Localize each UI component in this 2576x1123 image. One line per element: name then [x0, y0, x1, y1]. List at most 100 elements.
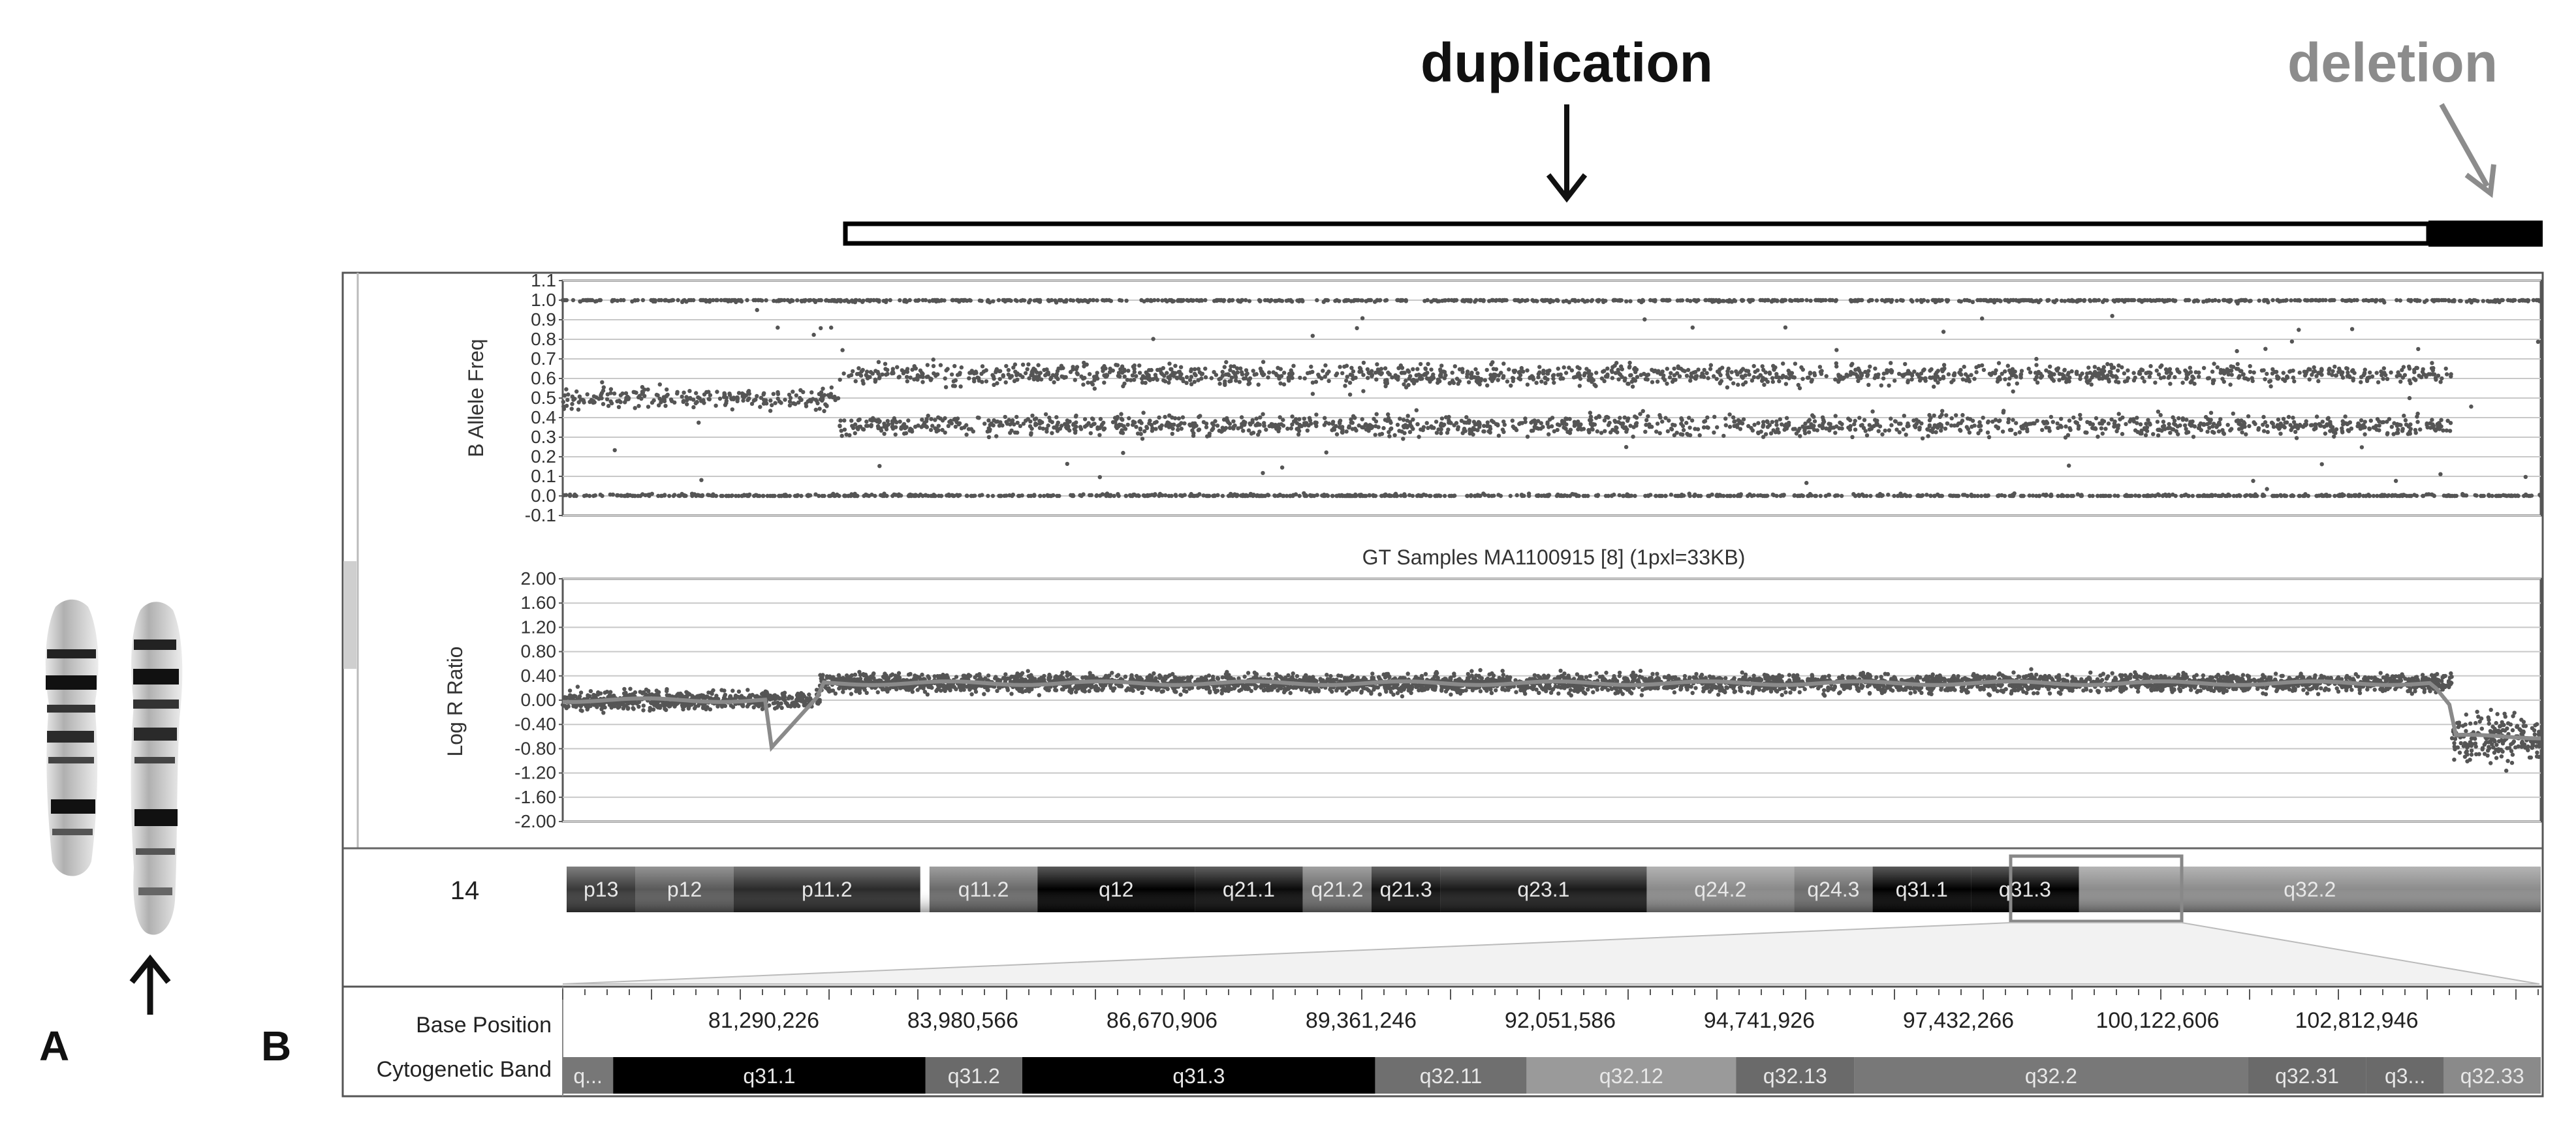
baf-point: [1193, 373, 1198, 378]
baf-point: [747, 392, 752, 396]
baf-point: [2261, 429, 2267, 433]
baf-point: [565, 397, 570, 403]
baf-point: [2409, 298, 2413, 303]
baf-point: [1665, 429, 1671, 434]
baf-point: [764, 398, 768, 403]
baf-point: [1160, 493, 1165, 498]
baf-point: [1658, 493, 1663, 499]
baf-point: [2283, 298, 2288, 303]
baf-point: [997, 369, 1003, 373]
baf-point: [1974, 370, 1979, 375]
baf-point: [2367, 375, 2372, 380]
baf-point: [1321, 300, 1326, 304]
baf-point: [1032, 298, 1037, 303]
baf-point: [787, 493, 792, 499]
baf-point: [1002, 493, 1007, 498]
baf-point: [1395, 298, 1400, 303]
baf-point: [1351, 377, 1355, 381]
baf-point: [1037, 300, 1043, 304]
baf-point: [1917, 419, 1921, 424]
baf-point: [1823, 298, 1828, 303]
baf-point: [1340, 371, 1345, 376]
baf-point: [969, 493, 973, 499]
baf-point: [885, 367, 890, 373]
baf-point: [1977, 423, 1981, 429]
baf-point: [761, 401, 766, 406]
baf-point: [1345, 375, 1349, 379]
baf-point: [1464, 415, 1469, 420]
baf-point: [2075, 299, 2081, 303]
baf-point: [1602, 369, 1607, 373]
baf-point: [2017, 430, 2022, 435]
baf-point: [1543, 298, 1547, 303]
baf-point: [1234, 366, 1240, 371]
baf-point: [618, 400, 623, 405]
baf-point: [685, 398, 689, 403]
baf-point: [950, 493, 955, 498]
baf-point: [1912, 369, 1917, 374]
baf-point: [1861, 493, 1866, 499]
baf-point: [1547, 425, 1551, 429]
baf-point: [1690, 325, 1695, 330]
baf-point: [879, 493, 884, 498]
baf-point: [2392, 421, 2396, 425]
baf-point: [1977, 363, 1981, 369]
baf-point: [2323, 431, 2328, 436]
baf-point: [1001, 374, 1006, 378]
baf-point: [1047, 415, 1052, 420]
baf-point: [1792, 493, 1797, 498]
baf-point: [1962, 364, 1966, 369]
baf-point: [1546, 493, 1551, 499]
baf-point: [997, 423, 1002, 428]
baf-point: [909, 493, 914, 499]
baf-point: [865, 374, 870, 378]
baf-point: [1236, 426, 1240, 431]
baf-point: [1806, 493, 1811, 499]
baf-point: [738, 298, 744, 303]
baf-point: [1948, 493, 1953, 498]
baf-point: [2103, 427, 2108, 431]
baf-point: [1870, 425, 1875, 429]
baf-point: [1644, 418, 1649, 423]
baf-point: [1554, 493, 1560, 499]
baf-point: [1970, 300, 1975, 305]
baf-point: [1227, 379, 1232, 384]
baf-point: [2290, 493, 2295, 498]
baf-point: [1603, 493, 1609, 499]
baf-point: [857, 417, 862, 422]
baf-point: [2407, 395, 2412, 401]
baf-point: [1254, 372, 1259, 377]
baf-point: [2109, 363, 2114, 367]
baf-point: [1798, 434, 1802, 438]
baf-point: [1489, 418, 1494, 423]
baf-point: [1472, 375, 1477, 380]
baf-point: [2425, 422, 2429, 427]
baf-point: [1533, 298, 1539, 303]
baf-point: [2009, 370, 2014, 375]
baf-point: [1555, 427, 1560, 433]
baf-point: [1838, 420, 1842, 425]
baf-point: [1956, 493, 1961, 499]
baf-point: [1084, 362, 1089, 367]
baf-point: [2289, 298, 2293, 303]
baf-point: [665, 387, 669, 392]
baf-point: [561, 407, 567, 411]
baf-point: [924, 375, 930, 379]
baf-point: [1258, 415, 1263, 420]
baf-point: [1370, 374, 1374, 378]
baf-point: [1170, 431, 1175, 436]
baf-point: [1496, 433, 1501, 438]
baf-point: [776, 396, 780, 401]
viewer-scroll-handle[interactable]: [343, 561, 356, 669]
baf-point: [1090, 382, 1095, 387]
baf-point: [2136, 493, 2141, 499]
baf-point: [943, 430, 947, 435]
baf-point: [2031, 299, 2035, 303]
baf-point: [1163, 493, 1168, 498]
baf-point: [758, 405, 762, 409]
baf-point: [585, 392, 589, 397]
baf-point: [1340, 430, 1344, 435]
baf-point: [1119, 423, 1124, 427]
baf-point: [1568, 427, 1573, 432]
baf-point: [1686, 433, 1691, 437]
